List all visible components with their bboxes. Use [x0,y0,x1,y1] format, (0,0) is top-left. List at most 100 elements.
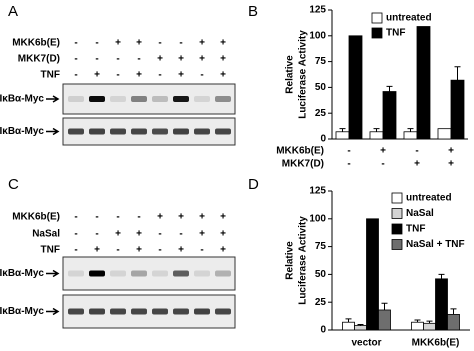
y-axis-label: Luciferase Activity [298,216,309,305]
bar [354,325,367,331]
condition-label: MKK7(D) [282,159,324,170]
blot-label: IκBα-Myc [0,306,44,317]
y-tick-label: 125 [309,186,326,197]
bar [416,26,431,140]
sign: - [200,245,203,256]
sign: + [448,146,454,157]
y-tick-label: 125 [309,5,326,16]
sign: + [157,54,163,65]
sign: + [136,38,142,49]
y-tick-label: 0 [320,134,326,145]
sign: - [158,245,161,256]
sign: + [199,229,205,240]
sign: + [220,245,226,256]
sign: + [157,212,163,223]
band [173,96,189,102]
band [131,308,147,315]
sign: - [179,229,182,240]
sign: - [116,245,119,256]
bar [403,131,418,140]
bar [342,321,355,331]
x-tick-label: MKK6b(E) [412,338,460,349]
legend-swatch [371,12,383,24]
band [152,308,168,315]
band [173,270,189,277]
y-axis-label: Relative [285,55,296,94]
blot-label: pIκBα-Myc [0,94,44,105]
band [215,96,231,102]
sign: + [380,146,386,157]
error-bar [339,128,346,132]
sign: + [136,245,142,256]
band [68,270,84,277]
sign: + [94,70,100,81]
sign: + [178,70,184,81]
sign: - [95,212,98,223]
sign: - [116,54,119,65]
bar [435,278,448,331]
legend-swatch [391,208,403,219]
bar [369,131,384,140]
panel-label: B [248,3,258,20]
band [110,270,126,277]
band [194,96,210,102]
band [110,128,126,135]
legend-swatch [391,192,403,204]
y-tick-label: 25 [315,108,327,119]
row-label: NaSal [32,229,60,240]
bar [437,128,452,140]
sign: + [220,229,226,240]
error-bar [357,323,364,326]
legend-label: untreated [386,13,432,24]
sign: + [220,70,226,81]
sign: + [115,38,121,49]
sign: + [178,212,184,223]
sign: - [137,212,140,223]
band [131,96,147,102]
legend-label: NaSal [406,208,434,219]
blot-label: IκBα-Myc [0,126,44,137]
sign: - [74,212,77,223]
panel-label: D [248,176,259,193]
bar [335,131,350,140]
band [89,270,105,277]
band [173,308,189,315]
sign: - [74,54,77,65]
bar [348,35,363,140]
bar [378,309,391,331]
band [152,96,168,102]
y-tick-label: 75 [315,241,327,252]
band [110,96,126,102]
row-label: MKK7(D) [18,54,60,65]
band [152,128,168,135]
band [110,308,126,315]
sign: - [116,212,119,223]
band [89,96,105,102]
y-tick-label: 50 [315,82,327,93]
y-tick-label: 100 [309,30,326,41]
band [89,308,105,315]
y-tick-label: 100 [309,213,326,224]
legend-label: TNF [386,28,405,39]
row-label: TNF [41,70,60,81]
arrow [46,95,60,103]
sign: + [220,212,226,223]
sign: + [220,54,226,65]
blot-label: pIκBα-Myc [0,268,44,279]
sign: + [178,245,184,256]
band [215,308,231,315]
bar [447,314,460,331]
sign: + [136,229,142,240]
sign: - [137,54,140,65]
sign: - [381,159,384,170]
legend-swatch [391,223,403,235]
row-label: TNF [41,245,60,256]
error-bar [454,66,461,81]
sign: - [95,54,98,65]
bar [450,79,465,140]
row-label: MKK6b(E) [12,212,60,223]
condition-label: MKK6b(E) [276,146,324,157]
y-tick-label: 0 [320,325,326,336]
arrow [46,127,60,136]
sign: - [179,38,182,49]
